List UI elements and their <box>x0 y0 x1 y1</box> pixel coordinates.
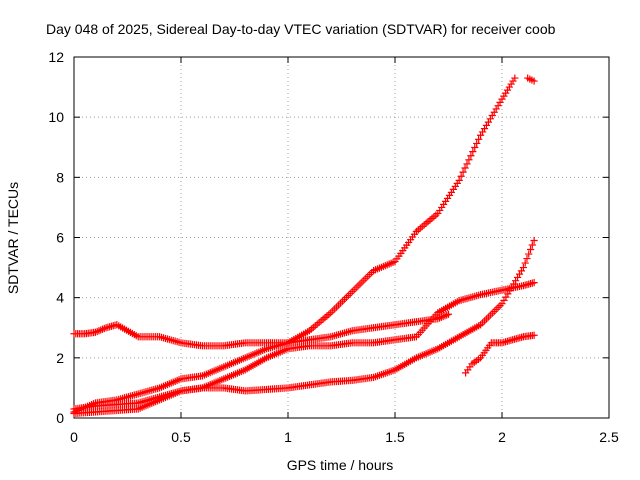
x-tick-label: 0.5 <box>171 429 191 445</box>
series-track-1b <box>525 75 537 84</box>
plus-markers <box>71 75 518 415</box>
x-tick-label: 0 <box>70 429 78 445</box>
plus-markers <box>463 332 537 376</box>
plus-markers <box>525 75 537 84</box>
y-tick-label: 12 <box>48 49 64 65</box>
chart-title: Day 048 of 2025, Sidereal Day-to-day VTE… <box>46 21 556 37</box>
y-tick-label: 2 <box>56 350 64 366</box>
x-tick-label: 1.5 <box>385 429 405 445</box>
series-track-5 <box>463 332 537 376</box>
series-track-4 <box>71 238 537 417</box>
y-tick-label: 8 <box>56 169 64 185</box>
x-tick-label: 2 <box>498 429 506 445</box>
grid <box>74 57 609 418</box>
x-tick-label: 1 <box>284 429 292 445</box>
y-axis-label: SDTVAR / TECUs <box>5 182 21 294</box>
x-tick-labels: 0 0.5 1 1.5 2 2.5 <box>70 429 619 445</box>
x-tick-label: 2.5 <box>599 429 619 445</box>
y-tick-label: 6 <box>56 230 64 246</box>
x-axis-label: GPS time / hours <box>287 457 394 473</box>
y-tick-label: 10 <box>48 109 64 125</box>
y-tick-label: 4 <box>56 290 64 306</box>
sdtvar-chart: Day 048 of 2025, Sidereal Day-to-day VTE… <box>0 0 640 480</box>
plus-markers <box>71 238 537 417</box>
data-series <box>71 75 537 416</box>
y-tick-labels: 0 2 4 6 8 10 12 <box>48 49 64 426</box>
y-tick-label: 0 <box>56 410 64 426</box>
series-track-1 <box>71 75 518 415</box>
